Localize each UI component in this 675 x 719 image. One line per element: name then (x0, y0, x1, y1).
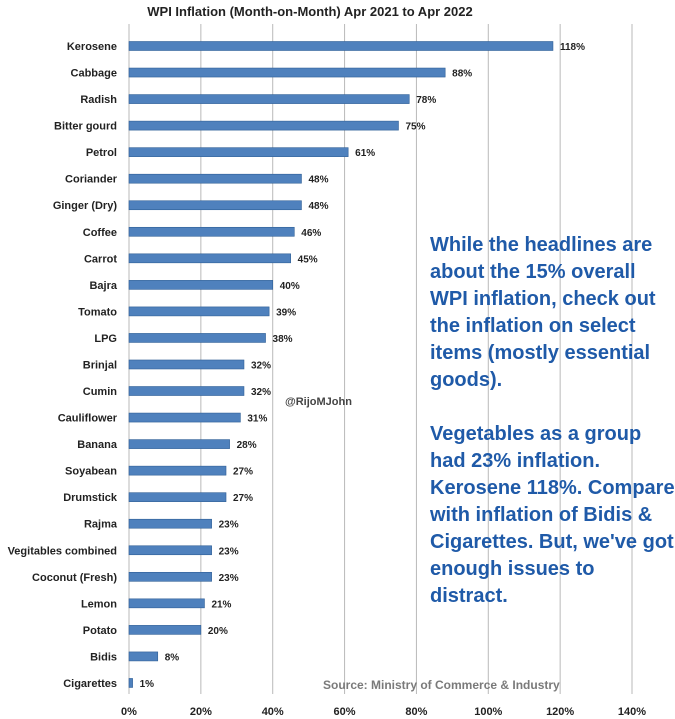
category-label: Bidis (90, 651, 117, 663)
x-tick-label: 100% (474, 706, 502, 718)
data-label: 32% (251, 387, 271, 398)
data-label: 78% (416, 95, 436, 106)
bar (128, 200, 302, 211)
bar (128, 492, 227, 502)
category-label: Coconut (Fresh) (32, 572, 117, 584)
data-label: 31% (247, 414, 267, 425)
x-tick-label: 80% (405, 706, 427, 718)
bar (128, 67, 446, 78)
bar (128, 253, 291, 264)
callout-paragraph-2: Vegetables as a group had 23% inflation.… (430, 423, 675, 607)
callout-paragraph-1: While the headlines are about the 15% ov… (430, 234, 656, 391)
bar (128, 173, 302, 184)
bar (128, 412, 241, 423)
bar (128, 518, 212, 529)
data-label: 27% (233, 493, 253, 504)
category-labels: Kerosene Cabbage Radish Bitter gourd Petrol C… (8, 41, 118, 690)
data-label: 23% (219, 573, 239, 584)
bar (128, 651, 159, 662)
data-label: 1% (140, 679, 155, 690)
bar (128, 306, 270, 317)
data-label: 38% (273, 334, 293, 345)
author-handle: @RijoMJohn (285, 396, 352, 408)
category-label: Carrot (84, 253, 117, 265)
category-label: Lemon (81, 598, 117, 610)
annotation-callout: While the headlines are about the 15% ov… (430, 232, 675, 610)
category-label: Brinjal (83, 359, 117, 371)
data-label: 48% (308, 175, 328, 186)
bar (128, 465, 227, 476)
category-label: Coriander (65, 174, 118, 186)
category-label: Potato (83, 625, 118, 637)
category-label: Kerosene (67, 41, 117, 53)
x-tick-label: 140% (618, 706, 646, 718)
data-label: 118% (560, 42, 585, 53)
source-note: Source: Ministry of Commerce & Industry (323, 678, 560, 692)
data-label: 20% (208, 626, 228, 637)
bar (128, 359, 245, 370)
data-label: 61% (355, 148, 375, 159)
x-tick-label: 120% (546, 706, 574, 718)
bar (128, 94, 410, 104)
gridlines (128, 24, 633, 694)
category-label: Banana (77, 439, 118, 451)
data-label: 75% (405, 122, 425, 133)
category-label: Vegitables combined (8, 545, 117, 557)
x-tick-label: 0% (121, 706, 137, 718)
data-label: 8% (165, 652, 180, 663)
data-label: 32% (251, 360, 271, 371)
data-label: 28% (237, 440, 257, 451)
category-label: Tomato (78, 306, 117, 318)
bar (128, 545, 212, 556)
bar (128, 333, 266, 343)
bar (128, 439, 230, 449)
category-label: Rajma (84, 519, 118, 531)
category-label: Coffee (83, 227, 117, 239)
bar (128, 571, 212, 582)
data-label: 40% (280, 281, 300, 292)
data-label: 45% (298, 254, 318, 265)
category-label: Bajra (89, 280, 117, 292)
category-label: Drumstick (63, 492, 118, 504)
chart-title: WPI Inflation (Month-on-Month) Apr 2021 … (147, 4, 472, 19)
data-label: 48% (308, 201, 328, 212)
category-label: Cumin (83, 386, 118, 398)
data-label: 23% (219, 546, 239, 557)
data-label: 46% (301, 228, 321, 239)
x-axis-ticks: 0% 20% 40% 60% 80% 100% 120% 140% (121, 706, 646, 718)
bar (128, 41, 554, 51)
data-label: 39% (276, 307, 296, 318)
bar (128, 280, 274, 290)
x-tick-label: 60% (334, 706, 356, 718)
category-label: Cigarettes (63, 678, 117, 690)
bar (128, 147, 349, 157)
bar (128, 120, 399, 131)
x-tick-label: 40% (262, 706, 284, 718)
bar (128, 625, 202, 635)
bar (128, 226, 295, 237)
category-label: Cauliflower (58, 413, 118, 425)
category-label: Cabbage (71, 68, 117, 80)
data-label: 23% (219, 520, 239, 531)
bars: 118% 88% 78% 75% 61% 48% 48% 46% 45% 40% 39% 38% 32%… (128, 41, 585, 690)
category-label: Soyabean (65, 466, 117, 478)
category-label: Ginger (Dry) (53, 200, 118, 212)
bar (128, 598, 205, 609)
x-tick-label: 20% (190, 706, 212, 718)
bar (128, 386, 245, 396)
category-label: Radish (80, 94, 117, 106)
data-label: 21% (211, 599, 231, 610)
category-label: LPG (94, 333, 117, 345)
data-label: 27% (233, 467, 253, 478)
category-label: Bitter gourd (54, 121, 117, 133)
bar (128, 678, 133, 688)
data-label: 88% (452, 69, 472, 80)
category-label: Petrol (86, 147, 117, 159)
